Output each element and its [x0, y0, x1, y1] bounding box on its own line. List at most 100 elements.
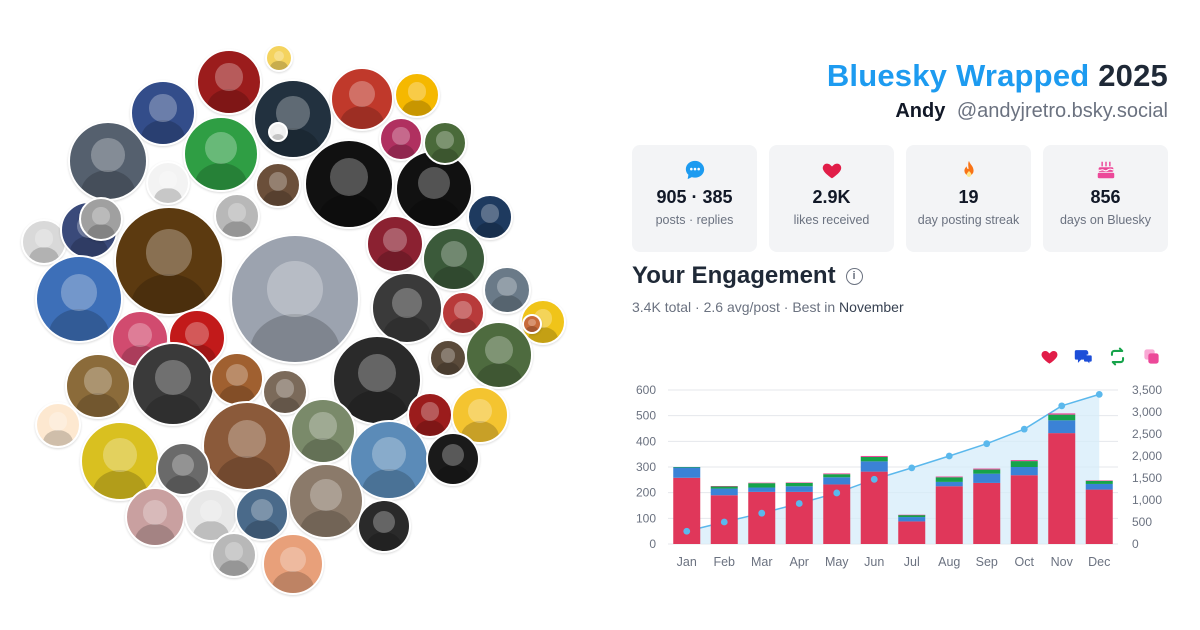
avatar[interactable]	[183, 116, 259, 192]
avatar[interactable]	[483, 266, 531, 314]
y2-tick-label: 1,000	[1132, 493, 1162, 507]
avatar[interactable]	[156, 442, 210, 496]
stat-value: 856	[1090, 187, 1121, 207]
avatar[interactable]	[394, 72, 440, 118]
bar-segment	[1010, 460, 1038, 462]
avatar[interactable]	[522, 314, 542, 334]
info-icon[interactable]: i	[845, 268, 863, 286]
avatar[interactable]	[130, 80, 196, 146]
avatar[interactable]	[196, 49, 262, 115]
avatar[interactable]	[426, 432, 480, 486]
avatar[interactable]	[371, 272, 443, 344]
bar-segment	[973, 468, 1001, 470]
cumulative-point	[758, 509, 766, 517]
avatar[interactable]	[146, 161, 190, 205]
avatar[interactable]	[330, 67, 394, 131]
bar-segment	[710, 486, 738, 489]
x-tick-label: Dec	[1088, 555, 1110, 569]
bar-segment	[710, 488, 738, 496]
cumulative-point	[983, 440, 991, 448]
cumulative-point	[683, 527, 691, 535]
avatar[interactable]	[35, 402, 81, 448]
avatar[interactable]	[230, 234, 360, 364]
avatar[interactable]	[114, 206, 224, 316]
reply-icon[interactable]	[1074, 347, 1093, 366]
avatar[interactable]	[210, 352, 264, 406]
engagement-best-prefix: Best in	[792, 299, 836, 315]
separator: ·	[783, 299, 789, 315]
x-tick-label: Jun	[864, 555, 884, 569]
avatar[interactable]	[407, 392, 453, 438]
cumulative-point	[870, 475, 878, 483]
avatar[interactable]	[255, 162, 301, 208]
avatar[interactable]	[465, 321, 533, 389]
bar-segment	[973, 469, 1001, 474]
bar-segment	[748, 482, 776, 484]
bar-segment	[673, 467, 701, 468]
avatar[interactable]	[202, 401, 292, 491]
bar-segment	[898, 514, 926, 516]
avatar[interactable]	[349, 420, 429, 500]
avatar[interactable]	[366, 215, 424, 273]
avatar[interactable]	[451, 386, 509, 444]
repost-icon[interactable]	[1108, 347, 1127, 366]
y-tick-label: 300	[636, 460, 656, 474]
avatar[interactable]	[423, 121, 467, 165]
avatar[interactable]	[304, 139, 394, 229]
x-tick-label: Mar	[751, 555, 773, 569]
bar-segment	[785, 482, 813, 483]
avatar[interactable]	[268, 122, 288, 142]
avatar[interactable]	[379, 117, 423, 161]
bar-segment	[935, 477, 963, 482]
avatar[interactable]	[265, 44, 293, 72]
avatar[interactable]	[21, 219, 67, 265]
avatar[interactable]	[290, 398, 356, 464]
cumulative-point	[1095, 391, 1103, 398]
avatar[interactable]	[68, 121, 148, 201]
bar-segment	[1010, 475, 1038, 544]
avatar[interactable]	[467, 194, 513, 240]
separator: ·	[695, 299, 700, 315]
avatar[interactable]	[35, 255, 123, 343]
heart-icon[interactable]	[1040, 347, 1059, 366]
y2-tick-label: 1,500	[1132, 471, 1162, 485]
y2-tick-label: 3,000	[1132, 405, 1162, 419]
avatar[interactable]	[125, 487, 185, 547]
y2-tick-label: 500	[1132, 515, 1152, 529]
avatar[interactable]	[131, 342, 215, 426]
avatar[interactable]	[357, 499, 411, 553]
avatar[interactable]	[235, 487, 289, 541]
bar-segment	[860, 456, 888, 462]
y2-tick-label: 0	[1132, 537, 1139, 551]
cumulative-point	[1058, 402, 1066, 410]
bar-segment	[935, 481, 963, 487]
bar-segment	[1048, 414, 1076, 421]
avatar[interactable]	[211, 532, 257, 578]
x-tick-label: Apr	[790, 555, 809, 569]
avatar[interactable]	[262, 533, 324, 595]
speech-bubble-icon	[632, 159, 757, 181]
x-tick-label: Oct	[1015, 555, 1035, 569]
avatar[interactable]	[214, 193, 260, 239]
cake-icon	[1043, 159, 1168, 181]
stats-row: 905 · 385 posts · replies 2.9K likes rec…	[632, 145, 1168, 252]
avatar[interactable]	[79, 197, 123, 241]
avatar[interactable]	[422, 227, 486, 291]
bar-segment	[898, 521, 926, 544]
avatar[interactable]	[288, 463, 364, 539]
x-tick-label: Jan	[677, 555, 697, 569]
bar-segment	[898, 517, 926, 522]
bar-segment	[860, 471, 888, 544]
bar-segment	[1010, 461, 1038, 467]
bar-segment	[1085, 480, 1113, 481]
flame-icon	[906, 159, 1031, 181]
quote-icon[interactable]	[1142, 347, 1161, 366]
y-tick-label: 500	[636, 409, 656, 423]
avatar[interactable]	[429, 339, 467, 377]
bar-segment	[1085, 483, 1113, 490]
avatar[interactable]	[65, 353, 131, 419]
bar-segment	[1048, 413, 1076, 415]
bar-segment	[1048, 420, 1076, 434]
stat-value: 2.9K	[812, 187, 851, 207]
cumulative-point	[720, 518, 728, 526]
